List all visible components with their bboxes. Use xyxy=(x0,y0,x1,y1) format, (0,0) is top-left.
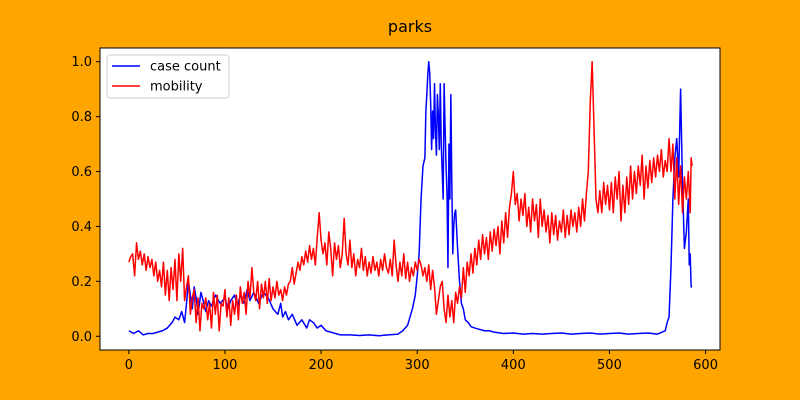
y-tick-label: 1.0 xyxy=(71,55,92,70)
x-tick-label: 500 xyxy=(597,358,622,373)
y-axis: 0.0 0.2 0.4 0.6 0.8 1.0 xyxy=(71,55,100,345)
x-tick-label: 300 xyxy=(405,358,430,373)
y-tick-label: 0.4 xyxy=(71,220,92,235)
series-line-mobility xyxy=(128,60,693,332)
x-tick-label: 200 xyxy=(309,358,334,373)
y-tick-label: 0.0 xyxy=(71,330,92,345)
y-tick-label: 0.8 xyxy=(71,110,92,125)
plot-frame xyxy=(99,47,721,351)
legend-label-case-count: case count xyxy=(150,60,221,75)
y-tick-label: 0.2 xyxy=(71,275,92,290)
chart-title: parks xyxy=(388,17,432,36)
legend: case count mobility xyxy=(106,54,230,99)
x-axis: 0 100 200 300 400 500 600 xyxy=(125,350,718,373)
legend-label-mobility: mobility xyxy=(150,80,203,95)
x-tick-label: 0 xyxy=(125,358,133,373)
series-layer xyxy=(128,60,693,337)
x-tick-label: 400 xyxy=(501,358,526,373)
y-tick-label: 0.6 xyxy=(71,165,92,180)
x-tick-label: 600 xyxy=(693,358,718,373)
x-tick-label: 100 xyxy=(213,358,238,373)
